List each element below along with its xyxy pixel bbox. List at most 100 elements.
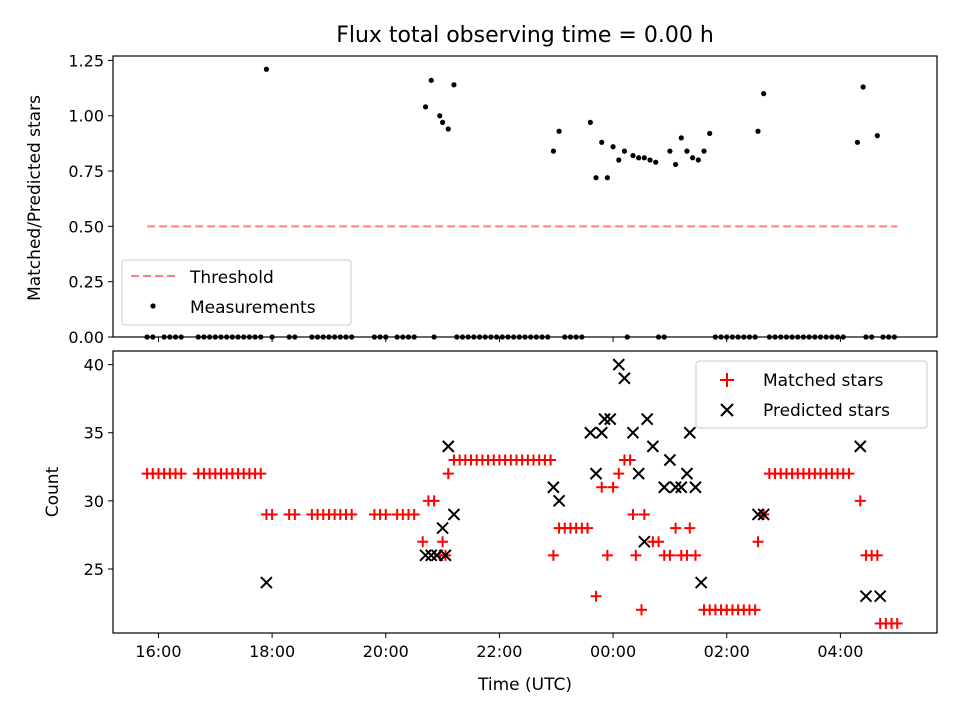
ratio-panel: Flux total observing time = 0.00 h Match…: [25, 23, 938, 347]
matched-star-marker: [627, 508, 639, 520]
matched-star-marker: [752, 536, 764, 548]
bottom-x-tick-label: 04:00: [817, 642, 863, 661]
predicted-star-stroke-b: [658, 481, 671, 494]
matched-star-marker: [175, 468, 187, 480]
bottom-x-tick-label: 22:00: [476, 642, 522, 661]
predicted-star-marker: [442, 440, 455, 453]
chart-title: Flux total observing time = 0.00 h: [336, 23, 714, 48]
predicted-star-stroke-b: [552, 494, 566, 508]
predicted-star-marker: [646, 440, 660, 453]
threshold-legend-label: Threshold: [189, 268, 274, 288]
predicted-star-marker: [612, 358, 625, 371]
predicted-star-marker: [638, 535, 651, 548]
predicted-star-stroke-b: [612, 358, 625, 371]
top-y-tick-label: 1.25: [68, 51, 104, 70]
predicted-star-stroke-b: [675, 481, 688, 494]
predicted-star-stroke-b: [680, 467, 694, 480]
measurement-point: [550, 148, 557, 154]
predicted-star-marker: [675, 481, 688, 494]
measurement-point: [695, 157, 701, 163]
measurement-point: [667, 148, 673, 154]
predicted-star-stroke-b: [260, 576, 273, 589]
bottom-x-tick-label: 00:00: [590, 642, 636, 661]
top-y-tick-label: 0.75: [68, 162, 104, 181]
predicted-star-stroke-b: [859, 590, 873, 603]
predicted-legend-label: Predicted stars: [763, 401, 890, 421]
predicted-star-stroke-b: [873, 590, 887, 603]
predicted-star-marker: [439, 549, 452, 562]
matched-star-marker: [545, 454, 557, 466]
top-y-tick-label: 1.00: [68, 107, 104, 126]
bottom-y-tick-label: 30: [84, 492, 104, 511]
matched-star-marker: [346, 508, 358, 520]
matched-star-marker: [266, 508, 278, 520]
measurement-point: [678, 135, 684, 141]
predicted-star-stroke-b: [442, 440, 455, 453]
predicted-star-stroke-b: [640, 412, 654, 426]
top-y-ticks: 0.00 0.25 0.50 0.75 1.00 1.25: [68, 51, 113, 347]
matched-star-marker: [289, 508, 301, 520]
bottom-y-ticks: 25 30 35 40: [84, 356, 113, 579]
matched-star-marker: [891, 617, 903, 629]
predicted-star-stroke-b: [646, 440, 660, 453]
predicted-star-marker: [604, 412, 617, 426]
predicted-star-marker: [757, 508, 770, 521]
predicted-star-marker: [873, 590, 887, 603]
measurement-point: [874, 133, 880, 139]
predicted-star-marker: [260, 576, 273, 589]
bottom-legend: Matched stars Predicted stars: [695, 360, 928, 429]
predicted-star-stroke-b: [439, 549, 452, 562]
predicted-star-stroke-b: [683, 426, 697, 439]
bottom-axes-frame: [112, 350, 938, 634]
predicted-star-stroke-b: [669, 481, 682, 494]
matched-star-marker: [380, 508, 392, 520]
predicted-star-stroke-b: [547, 481, 560, 494]
measurement-point: [621, 148, 628, 154]
measurement-point: [422, 104, 429, 110]
predicted-star-marker: [552, 494, 566, 508]
predicted-star-stroke-b: [626, 426, 640, 439]
bottom-x-tick-label: 16:00: [135, 642, 181, 661]
predicted-star-stroke-b: [425, 549, 438, 562]
matched-star-marker: [635, 604, 647, 616]
bottom-y-tick-label: 40: [84, 356, 104, 375]
predicted-star-marker: [589, 467, 603, 480]
measurement-point: [593, 175, 599, 181]
bottom-y-tick-label: 25: [84, 560, 104, 579]
predicted-star-stroke-b: [694, 576, 708, 589]
bottom-x-ticks: 16:00 18:00 20:00 22:00 00:00 02:00 04:00: [135, 633, 863, 661]
matched-star-marker: [689, 549, 701, 561]
matched-star-marker: [547, 549, 559, 561]
count-panel: Count Time (UTC) 25 30 35 40 16:00 18:00 20:0…: [43, 350, 938, 695]
predicted-star-marker: [640, 412, 654, 426]
measurement-point: [854, 139, 861, 145]
measurement-point: [428, 77, 434, 83]
matched-legend-label: Matched stars: [763, 371, 883, 391]
predicted-star-stroke-b: [589, 467, 603, 480]
measurement-point: [707, 130, 713, 137]
matched-star-marker: [408, 508, 420, 520]
matched-star-marker: [601, 549, 613, 561]
predicted-star-stroke-b: [689, 481, 702, 494]
measurement-point: [636, 155, 642, 161]
measurement-point: [755, 128, 761, 134]
matched-star-marker: [437, 536, 449, 548]
predicted-star-stroke-b: [757, 508, 770, 521]
top-y-axis-label: Matched/Predicted stars: [25, 95, 45, 301]
measurement-point: [610, 144, 616, 150]
matched-star-marker: [854, 495, 866, 507]
predicted-star-marker: [419, 549, 432, 562]
predicted-star-marker: [859, 590, 873, 603]
predicted-star-stroke-b: [663, 453, 677, 467]
predicted-star-marker: [584, 426, 597, 439]
predicted-star-marker: [854, 440, 867, 453]
measurement-point: [630, 152, 636, 159]
predicted-star-stroke-b: [854, 440, 867, 453]
predicted-star-marker: [694, 576, 708, 589]
predicted-star-marker: [751, 508, 765, 521]
top-y-tick-label: 0.25: [68, 273, 104, 292]
predicted-star-marker: [618, 372, 631, 385]
bottom-x-tick-label: 18:00: [249, 642, 295, 661]
matched-star-marker: [624, 454, 636, 466]
predicted-star-stroke-b: [584, 426, 597, 439]
